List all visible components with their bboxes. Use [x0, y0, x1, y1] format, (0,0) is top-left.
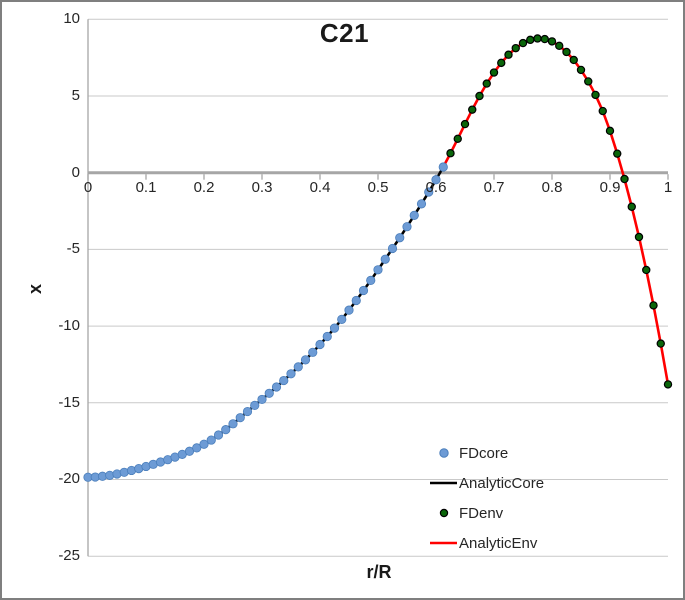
x-tick-label: 1 — [663, 179, 673, 196]
y-tick-label: -10 — [58, 317, 80, 334]
x-tick-label: 0.2 — [193, 179, 215, 196]
x-tick-label: 0.3 — [251, 179, 273, 196]
x-tick-label: 0.4 — [309, 179, 331, 196]
legend-item-analyticenv: AnalyticEnv — [428, 528, 608, 558]
y-axis-title: x — [25, 284, 45, 295]
y-tick-label: -15 — [58, 394, 80, 411]
legend-label: AnalyticEnv — [459, 534, 538, 552]
y-tick-label: 5 — [71, 87, 80, 104]
legend-item-fdenv: FDenv — [428, 498, 608, 528]
analyticenv-line-icon — [430, 541, 457, 545]
y-tick-label: -25 — [58, 547, 80, 564]
fdenv-marker-icon — [439, 508, 449, 518]
analyticcore-line-icon — [430, 481, 457, 485]
x-tick-label: 0.1 — [135, 179, 157, 196]
x-tick-label: 0.7 — [483, 179, 505, 196]
x-tick-label: 0.5 — [367, 179, 389, 196]
fdcore-marker-icon — [439, 448, 449, 458]
y-tick-label: -20 — [58, 470, 80, 487]
x-tick-label: 0 — [83, 179, 93, 196]
legend: FDcore AnalyticCore FDenv AnalyticEnv — [428, 438, 608, 558]
chart-title: C21 — [319, 18, 370, 48]
y-tick-label: 10 — [63, 10, 80, 27]
legend-item-fdcore: FDcore — [428, 438, 608, 468]
legend-label: FDenv — [459, 504, 504, 522]
legend-item-analyticcore: AnalyticCore — [428, 468, 608, 498]
y-tick-label: 0 — [71, 164, 80, 181]
legend-label: FDcore — [459, 444, 509, 462]
x-tick-label: 0.9 — [599, 179, 621, 196]
x-axis-title: r/R — [366, 562, 392, 582]
legend-label: AnalyticCore — [459, 474, 545, 492]
x-tick-label: 0.8 — [541, 179, 563, 196]
y-tick-label: -5 — [66, 240, 80, 257]
x-tick-label: 0.6 — [425, 179, 447, 196]
